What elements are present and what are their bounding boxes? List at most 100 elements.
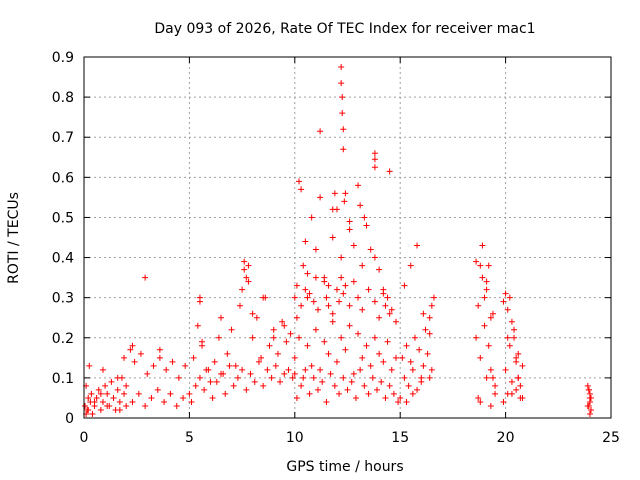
data-point xyxy=(365,286,372,293)
data-point xyxy=(293,282,300,289)
data-point xyxy=(414,386,421,393)
data-point xyxy=(352,394,359,401)
data-point xyxy=(338,80,345,87)
data-point xyxy=(207,378,214,385)
data-point xyxy=(426,374,433,381)
data-point xyxy=(586,410,593,417)
data-point xyxy=(481,322,488,329)
data-point xyxy=(312,246,319,253)
data-point xyxy=(104,402,111,409)
data-point xyxy=(500,398,507,405)
data-point xyxy=(483,278,490,285)
x-tick-label: 0 xyxy=(80,430,89,446)
data-point xyxy=(339,110,346,117)
data-point xyxy=(430,294,437,301)
data-point xyxy=(291,354,298,361)
data-point xyxy=(492,390,499,397)
data-point xyxy=(213,378,220,385)
data-point xyxy=(89,410,96,417)
data-point xyxy=(357,366,364,373)
data-point xyxy=(340,290,347,297)
data-point xyxy=(508,318,515,325)
data-point xyxy=(511,334,518,341)
data-point xyxy=(88,390,95,397)
data-point xyxy=(175,374,182,381)
chart-title: Day 093 of 2026, Rate Of TEC Index for r… xyxy=(154,21,535,37)
data-point xyxy=(251,378,258,385)
data-point xyxy=(312,326,319,333)
data-point xyxy=(511,326,518,333)
data-point xyxy=(82,402,89,409)
data-point xyxy=(341,198,348,205)
data-point xyxy=(293,394,300,401)
data-point xyxy=(384,338,391,345)
data-point xyxy=(397,394,404,401)
data-point xyxy=(487,314,494,321)
y-tick-label: 0.2 xyxy=(52,331,74,347)
y-tick-label: 0 xyxy=(65,411,74,427)
data-point xyxy=(376,266,383,273)
data-point xyxy=(85,406,92,413)
data-point xyxy=(487,366,494,373)
x-tick-label: 20 xyxy=(497,430,515,446)
data-point xyxy=(222,390,229,397)
data-point xyxy=(504,306,511,313)
data-point xyxy=(479,242,486,249)
data-point xyxy=(258,354,265,361)
data-point xyxy=(142,402,149,409)
data-point xyxy=(142,274,149,281)
data-point xyxy=(129,398,136,405)
data-point xyxy=(319,378,326,385)
data-point xyxy=(587,406,594,413)
data-point xyxy=(272,362,279,369)
data-point xyxy=(340,374,347,381)
data-point xyxy=(395,398,402,405)
data-point xyxy=(371,156,378,163)
data-point xyxy=(336,298,343,305)
data-point xyxy=(382,394,389,401)
data-point xyxy=(245,278,252,285)
data-point xyxy=(481,294,488,301)
data-point xyxy=(310,298,317,305)
data-point xyxy=(116,398,123,405)
data-point xyxy=(380,358,387,365)
data-point xyxy=(401,374,408,381)
data-point xyxy=(224,350,231,357)
data-point xyxy=(338,254,345,261)
data-point xyxy=(317,194,324,201)
data-point xyxy=(317,128,324,135)
data-point xyxy=(422,326,429,333)
data-point xyxy=(371,164,378,171)
data-point xyxy=(243,274,250,281)
data-point xyxy=(371,254,378,261)
data-point xyxy=(239,366,246,373)
data-point xyxy=(424,350,431,357)
data-point xyxy=(241,266,248,273)
axis-ticks: 0 5 10 15 20 25 0 0.1 0.2 0.3 0.4 0.5 0.6 0.7 0.8 0.9 xyxy=(52,50,620,446)
data-point xyxy=(388,306,395,313)
data-point xyxy=(392,354,399,361)
data-point xyxy=(371,334,378,341)
data-point xyxy=(403,398,410,405)
data-point xyxy=(584,402,591,409)
data-point xyxy=(325,350,332,357)
data-point xyxy=(302,238,309,245)
data-point xyxy=(323,398,330,405)
data-point xyxy=(489,374,496,381)
data-point xyxy=(502,290,509,297)
data-point xyxy=(367,362,374,369)
data-point xyxy=(346,226,353,233)
data-point xyxy=(91,398,98,405)
data-point xyxy=(513,386,520,393)
data-point xyxy=(584,382,591,389)
data-point xyxy=(346,302,353,309)
data-point xyxy=(426,330,433,337)
data-point xyxy=(293,314,300,321)
data-point xyxy=(226,362,233,369)
data-point xyxy=(359,306,366,313)
data-point xyxy=(232,362,239,369)
data-point xyxy=(492,382,499,389)
data-point xyxy=(194,322,201,329)
x-axis-label: GPS time / hours xyxy=(286,459,403,475)
data-point xyxy=(428,302,435,309)
